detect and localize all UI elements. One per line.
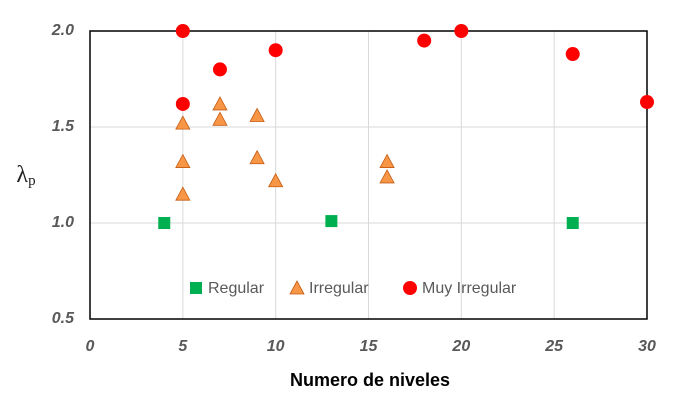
y-axis-label-main: λ [16,162,28,188]
plot-border [89,30,648,320]
legend-marker [190,282,202,294]
data-point [566,217,579,229]
data-point [417,33,432,48]
data-point [379,169,395,184]
data-point [175,153,191,168]
x-tick-label: 5 [178,338,188,355]
x-tick-label: 20 [451,338,470,355]
x-axis-label: Numero de niveles [290,370,450,390]
x-tick-label: 0 [86,338,95,355]
x-tick-label: 15 [360,338,379,355]
data-point [249,149,265,165]
y-axis-label: λp [16,162,35,190]
data-point [325,215,338,228]
data-point [175,96,190,111]
legend-marker [403,281,417,295]
legend-label: Muy Irregular [422,280,517,297]
data-point [175,24,190,38]
data-point [212,62,227,77]
data-point [249,107,265,122]
data-point [565,47,580,62]
y-tick-label: 0.5 [52,310,75,327]
y-tick-label: 2.0 [51,22,74,39]
data-point [379,153,395,168]
data-point [212,96,228,111]
data-point [268,43,283,58]
x-tick-label: 30 [638,338,656,355]
data-point [175,115,191,130]
legend-marker [289,280,305,295]
data-point [175,186,191,201]
legend-label: Irregular [309,280,369,297]
x-tick-label: 25 [544,338,564,355]
y-axis-label-sub: p [28,173,36,189]
data-point [267,172,284,188]
y-tick-label: 1.5 [52,118,75,135]
data-point [454,24,469,38]
y-tick-label: 1.0 [52,214,74,231]
data-point [158,217,171,229]
data-point [212,111,228,126]
x-tick-label: 10 [267,338,285,355]
legend-label: Regular [208,280,265,297]
data-point [640,95,654,110]
